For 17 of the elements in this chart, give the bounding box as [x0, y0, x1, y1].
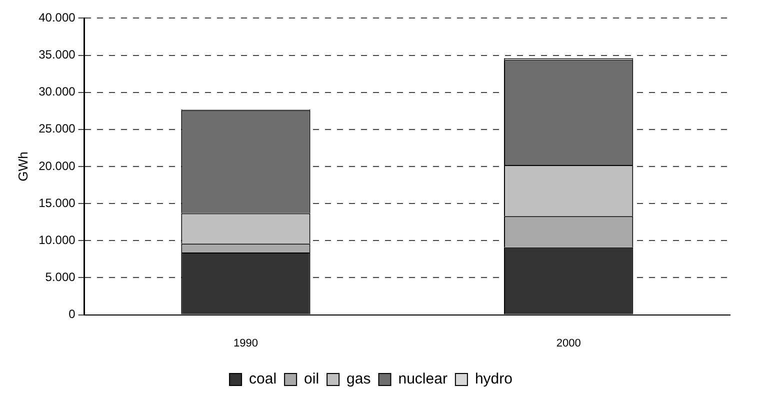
y-tick-label: 30.000: [38, 84, 76, 99]
y-tick-label: 40.000: [38, 10, 76, 25]
y-tick-label: 5.000: [45, 270, 76, 284]
x-tick-label: 2000: [556, 337, 581, 350]
y-tick-label: 35.000: [38, 48, 76, 62]
legend-label: nuclear: [398, 370, 448, 388]
legend-label: coal: [249, 370, 277, 388]
y-tick-label: 15.000: [38, 196, 76, 210]
legend-label: oil: [304, 370, 320, 388]
y-axis-title: GWh: [15, 152, 30, 182]
x-tick-label: 1990: [233, 337, 258, 350]
y-tick-label: 25.000: [38, 122, 76, 136]
y-tick-label: 0: [68, 307, 76, 322]
legend-label: hydro: [474, 370, 512, 388]
y-tick-label: 20.000: [38, 158, 76, 173]
y-tick-label: 10.000: [38, 232, 76, 247]
legend-label: gas: [346, 370, 371, 388]
